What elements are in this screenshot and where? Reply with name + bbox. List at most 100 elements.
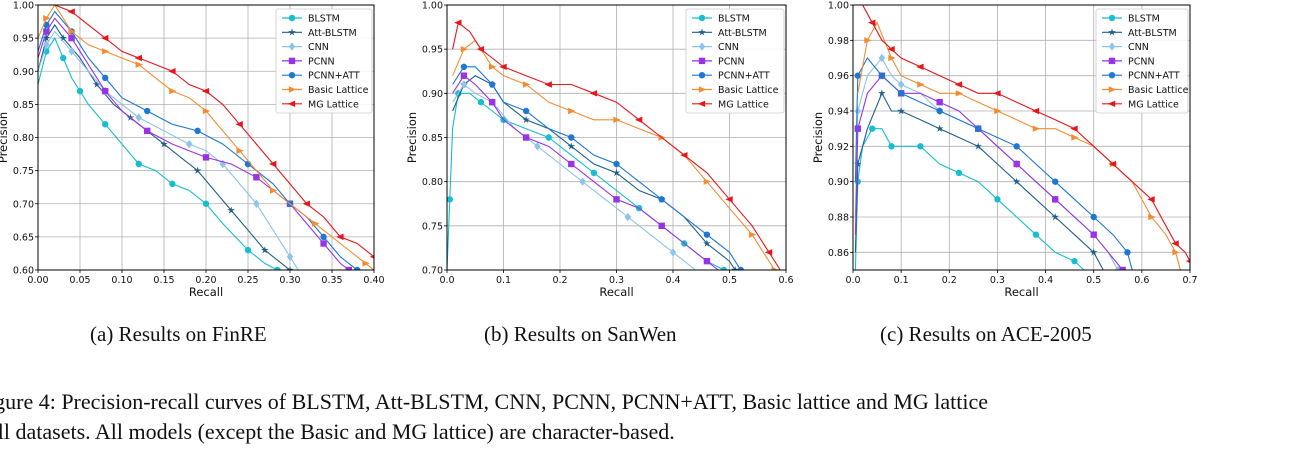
point-mg-lattice — [589, 90, 598, 97]
legend-label-basic-lattice: Basic Lattice — [1128, 85, 1189, 96]
point-basic-lattice — [748, 231, 757, 238]
legend-label-pcnn-att: PCNN+ATT — [718, 71, 770, 82]
plot-area — [854, 5, 1190, 270]
y-tick-label: 0.85 — [13, 100, 34, 111]
point-att-blstm — [227, 206, 236, 214]
x-tick-label: 0.4 — [665, 275, 680, 286]
subcaption-ace2005: (c) Results on ACE-2005 — [880, 322, 1092, 346]
point-pcnn-att — [737, 266, 744, 270]
y-tick-label: 0.94 — [828, 107, 849, 118]
x-tick-label: 0.6 — [778, 275, 793, 286]
legend-marker-basic-lattice — [1108, 86, 1117, 93]
figure-caption: igure 4: Precision-recall curves of BLST… — [0, 387, 1308, 447]
series-line-att-blstm — [452, 75, 736, 270]
y-tick-label: 1.00 — [828, 1, 849, 12]
y-tick-label: 0.70 — [13, 199, 34, 210]
legend-marker-mg-lattice — [1107, 100, 1116, 107]
x-tick-label: 0.30 — [279, 275, 300, 286]
point-mg-lattice — [1031, 107, 1040, 115]
point-basic-lattice — [489, 63, 497, 71]
series-line-cnn — [38, 30, 299, 270]
legend-label-mg-lattice: MG Lattice — [718, 99, 769, 110]
x-tick-label: 0.1 — [496, 275, 511, 286]
point-mg-lattice — [725, 196, 733, 203]
point-mg-lattice — [868, 19, 876, 26]
plot-frame — [446, 4, 787, 271]
legend-marker-cnn — [1108, 42, 1116, 51]
point-att-blstm — [567, 142, 576, 150]
legend-label-mg-lattice: MG Lattice — [1128, 99, 1179, 110]
point-pcnn — [1013, 160, 1020, 168]
y-tick-label: 0.80 — [422, 177, 443, 188]
point-cnn — [897, 80, 905, 89]
point-att-blstm — [897, 107, 905, 115]
point-mg-lattice — [993, 90, 1001, 97]
x-tick-label: 0.1 — [894, 275, 909, 286]
point-pcnn-att — [936, 107, 943, 115]
series-pcnn — [38, 17, 352, 270]
point-blstm — [274, 266, 281, 270]
point-cnn — [624, 212, 631, 222]
plot-frame — [852, 4, 1191, 271]
y-tick-label: 0.75 — [422, 221, 443, 232]
series-line-pcnn — [38, 17, 350, 270]
legend-marker-basic-lattice — [698, 86, 707, 93]
x-axis-label: Recall — [599, 285, 633, 299]
point-att-blstm — [703, 239, 711, 247]
legend-label-cnn: CNN — [1128, 42, 1149, 53]
point-cnn — [253, 199, 260, 208]
point-blstm — [135, 160, 142, 168]
y-tick-label: 0.96 — [828, 71, 849, 82]
point-blstm — [477, 98, 485, 106]
x-axis-label: Recall — [1004, 285, 1038, 299]
point-cnn — [669, 248, 677, 257]
legend-box — [685, 8, 785, 114]
series-mg-lattice — [54, 5, 374, 259]
legend-label-basic-lattice: Basic Lattice — [718, 85, 779, 96]
subcaption-sanwen: (b) Results on SanWen — [484, 322, 677, 346]
point-pcnn-att — [1013, 143, 1020, 150]
point-cnn — [878, 53, 886, 63]
series-pcnn-att — [854, 57, 1133, 270]
point-pcnn-att — [613, 160, 620, 168]
point-pcnn-att — [1052, 178, 1059, 185]
point-basic-lattice — [135, 61, 143, 68]
point-pcnn — [1090, 231, 1097, 238]
point-mg-lattice — [954, 81, 963, 88]
series-line-basic-lattice — [452, 39, 776, 270]
legend-marker-cnn — [698, 42, 706, 51]
legend: BLSTM Att-BLSTM CNN PCNN PCNN+ATT Basic Latti… — [1095, 8, 1189, 114]
x-tick-label: 0.5 — [722, 275, 737, 286]
point-att-blstm — [1012, 177, 1021, 185]
point-basic-lattice — [994, 107, 1002, 115]
figure-caption-line1: igure 4: Precision-recall curves of BLST… — [0, 389, 989, 414]
point-pcnn-att — [102, 74, 109, 82]
point-pcnn-att — [354, 266, 361, 270]
point-cnn — [135, 113, 142, 122]
y-tick-label: 0.86 — [828, 248, 849, 259]
x-tick-label: 0.10 — [111, 275, 132, 286]
x-tick-label: 0.4 — [1038, 275, 1053, 286]
point-pcnn — [613, 196, 620, 203]
point-pcnn-att — [489, 81, 496, 88]
point-pcnn — [460, 72, 468, 79]
legend-marker-att-blstm — [1108, 28, 1116, 36]
point-mg-lattice — [134, 54, 142, 62]
y-tick-label: 0.92 — [828, 142, 849, 153]
point-basic-lattice — [771, 266, 779, 270]
point-pcnn-att — [878, 72, 886, 79]
series-line-blstm — [38, 36, 278, 270]
point-pcnn-att — [1124, 249, 1131, 256]
point-mg-lattice — [680, 151, 688, 159]
point-cnn — [186, 139, 193, 149]
point-pcnn-att — [320, 233, 327, 241]
point-pcnn-att — [144, 107, 151, 115]
series-line-att-blstm — [38, 23, 291, 270]
point-basic-lattice — [613, 116, 621, 124]
point-blstm — [1032, 231, 1040, 238]
y-axis-label: Precision — [811, 112, 825, 163]
point-pcnn-att — [854, 72, 862, 79]
point-basic-lattice — [312, 220, 320, 227]
point-pcnn — [703, 257, 711, 265]
series-pcnn — [854, 72, 1126, 270]
